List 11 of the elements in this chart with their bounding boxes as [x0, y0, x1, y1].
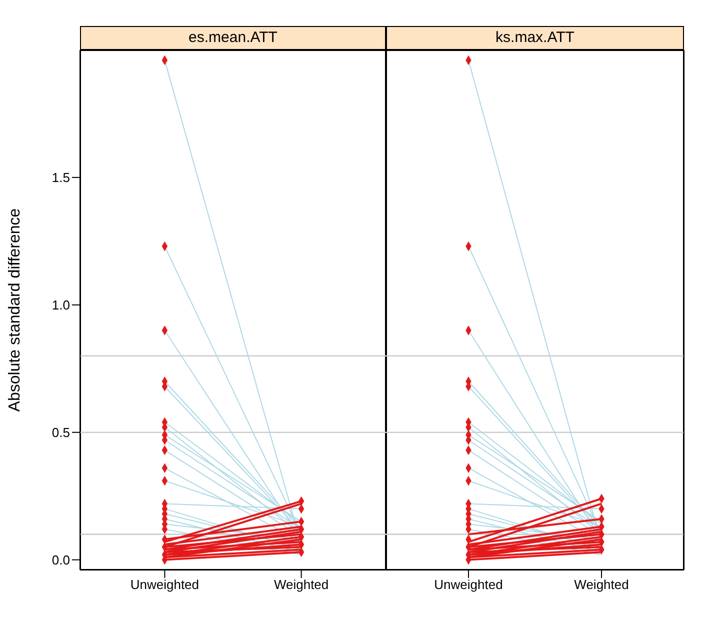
x-tick-label: Weighted	[574, 577, 629, 592]
y-tick-label: 0.5	[52, 424, 70, 440]
x-tick-label: Unweighted	[130, 577, 200, 592]
x-tick-label: Weighted	[274, 577, 329, 592]
x-tick-label: Unweighted	[434, 577, 503, 592]
chart-title: ks.max.ATT	[386, 26, 684, 50]
y-tick-label: 1.0	[52, 298, 70, 313]
y-tick-label: 1.5	[52, 170, 70, 186]
y-axis-title: Absolute standard difference	[6, 208, 24, 412]
chart-title: es.mean.ATT	[80, 26, 386, 50]
y-tick-label: 0.0	[52, 552, 70, 568]
